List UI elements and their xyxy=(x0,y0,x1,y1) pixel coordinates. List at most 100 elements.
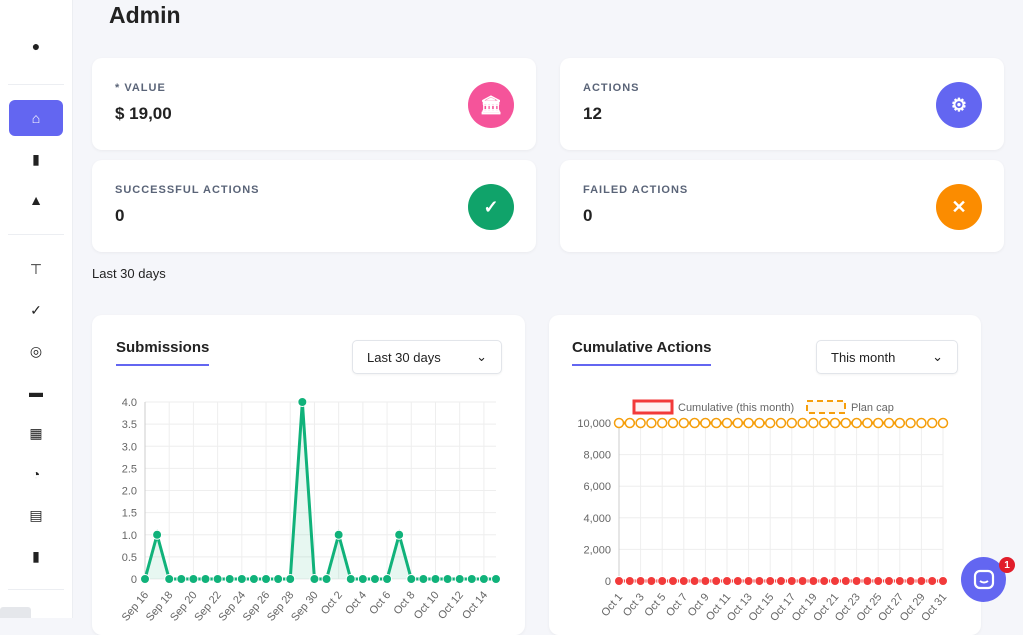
y-tick-label: 6,000 xyxy=(583,481,611,493)
data-point xyxy=(430,574,441,584)
y-tick-label: 4,000 xyxy=(583,513,611,525)
x-tick-label: Oct 2 xyxy=(319,589,345,617)
data-point xyxy=(656,417,668,429)
data-point xyxy=(224,574,235,584)
data-point xyxy=(775,417,787,429)
sidebar-item-calendar[interactable]: ▬ xyxy=(9,374,63,410)
data-point xyxy=(321,574,332,584)
x-tick-label: Oct 6 xyxy=(367,589,393,617)
sidebar-item-gift[interactable]: ▦ xyxy=(9,415,63,451)
data-point xyxy=(668,576,678,586)
bank-icon-glyph: 🏛 xyxy=(479,94,503,115)
data-point xyxy=(786,576,797,586)
data-point xyxy=(345,574,356,584)
stat-label: * VALUE xyxy=(115,82,166,94)
chat-unread-badge: 1 xyxy=(999,557,1015,573)
check-icon-glyph: ✓ xyxy=(483,196,499,217)
file-code-icon: ▮ xyxy=(32,150,40,167)
data-point xyxy=(743,576,754,586)
data-point xyxy=(711,576,722,586)
data-point xyxy=(369,574,380,584)
cumulative-range-select[interactable]: This month ⌄ xyxy=(816,340,958,374)
data-point xyxy=(140,574,150,584)
calendar-icon: ▬ xyxy=(29,384,43,400)
data-point xyxy=(700,417,711,429)
data-point xyxy=(478,574,489,584)
data-point xyxy=(176,574,187,584)
chat-launcher-button[interactable] xyxy=(961,557,1006,602)
binoculars-icon: ▲ xyxy=(29,192,43,208)
home-icon: ⌂ xyxy=(31,110,41,126)
sidebar-item-file-code[interactable]: ▮ xyxy=(9,141,63,177)
x-tick-label: Oct 7 xyxy=(664,591,690,619)
data-point xyxy=(382,574,393,584)
data-point xyxy=(884,576,894,586)
data-point xyxy=(357,574,368,584)
data-point xyxy=(700,576,711,586)
data-point xyxy=(624,576,635,586)
data-point xyxy=(678,576,689,586)
data-point xyxy=(765,576,776,586)
data-point xyxy=(764,417,776,429)
data-point xyxy=(883,417,895,429)
legend-swatch xyxy=(806,400,846,414)
y-tick-label: 0 xyxy=(131,574,137,586)
data-point xyxy=(635,417,646,429)
data-point xyxy=(491,574,501,584)
rss-icon: ◔ xyxy=(31,466,41,482)
stat-label: FAILED ACTIONS xyxy=(583,184,689,196)
sidebar-item-user-circle[interactable]: ● xyxy=(9,28,63,64)
y-tick-label: 1.0 xyxy=(122,530,137,542)
data-point xyxy=(722,576,732,586)
x-tick-label: Oct 5 xyxy=(642,591,668,619)
data-point xyxy=(754,417,765,429)
data-point xyxy=(309,574,320,584)
data-point xyxy=(862,417,873,429)
data-point xyxy=(862,576,873,586)
data-point xyxy=(710,417,722,429)
data-point xyxy=(894,417,906,429)
legend-label: Plan cap xyxy=(851,402,894,414)
sidebar-item-check-double[interactable]: ✓ xyxy=(9,292,63,328)
chat-icon xyxy=(973,569,994,589)
data-point xyxy=(188,574,199,584)
newspaper-icon: ▤ xyxy=(29,506,43,523)
stat-value: 0 xyxy=(583,206,593,225)
close-icon: ✕ xyxy=(936,184,982,230)
stat-card: * VALUE $ 19,00 🏛 xyxy=(92,58,536,150)
data-point xyxy=(164,574,175,584)
sidebar-item-file[interactable]: ▮ xyxy=(9,538,63,574)
sidebar-item-newspaper[interactable]: ▤ xyxy=(9,497,63,533)
stat-value: 0 xyxy=(115,206,125,225)
y-tick-label: 1.5 xyxy=(122,508,137,520)
submissions-range-select[interactable]: Last 30 days ⌄ xyxy=(352,340,502,374)
sidebar-item-bullseye[interactable]: ◎ xyxy=(9,333,63,369)
data-point xyxy=(236,574,247,584)
data-point xyxy=(454,574,465,584)
sidebar-divider xyxy=(8,84,64,85)
data-point xyxy=(689,576,700,586)
check-icon: ✓ xyxy=(468,184,514,230)
data-point xyxy=(466,574,477,584)
data-point xyxy=(678,417,690,429)
stat-value: 12 xyxy=(583,104,602,123)
x-tick-label: Oct 4 xyxy=(343,589,369,617)
check-double-icon: ✓ xyxy=(30,301,42,318)
y-tick-label: 10,000 xyxy=(577,418,611,430)
sidebar-item-binoculars[interactable]: ▲ xyxy=(9,182,63,218)
data-point xyxy=(689,417,700,429)
sidebar-item-thumbtack[interactable]: ⊤ xyxy=(9,251,63,287)
data-point xyxy=(394,529,405,540)
data-point xyxy=(743,417,754,429)
user-circle-icon: ● xyxy=(31,38,41,54)
data-point xyxy=(818,417,830,429)
sidebar-item-rss[interactable]: ◔ xyxy=(9,456,63,492)
scrollbar-thumb[interactable] xyxy=(0,607,31,618)
data-point xyxy=(212,574,223,584)
chevron-down-icon: ⌄ xyxy=(476,349,487,364)
data-point xyxy=(916,417,927,429)
data-point xyxy=(624,417,636,429)
data-point xyxy=(721,417,733,429)
sidebar-item-home[interactable]: ⌂ xyxy=(9,100,63,136)
